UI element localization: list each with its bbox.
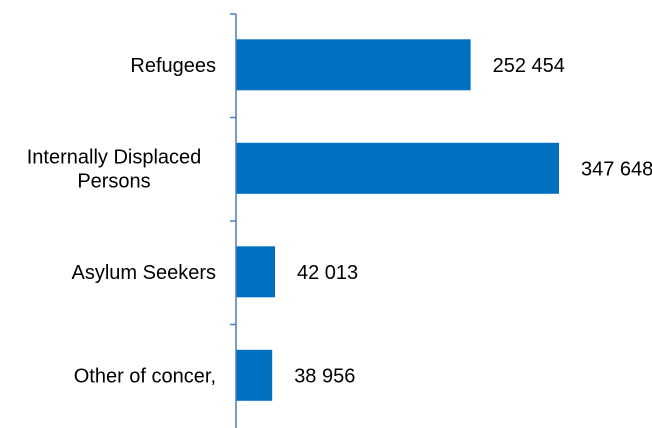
- bar-3: [236, 349, 273, 401]
- category-labels: Refugees Internally Displaced Persons Asylu…: [27, 55, 217, 387]
- bars-group: [236, 39, 559, 401]
- category-label-2: Asylum Seekers: [72, 262, 217, 284]
- value-label-2: 42 013: [297, 262, 358, 284]
- category-label-0: Refugees: [130, 55, 216, 77]
- category-axis: [230, 13, 237, 428]
- bar-0: [236, 39, 471, 91]
- bar-1: [236, 142, 559, 194]
- category-label-1: Internally Displaced Persons: [27, 146, 202, 192]
- value-labels: 252 454 347 648 42 013 38 956: [294, 55, 652, 387]
- value-label-0: 252 454: [493, 55, 565, 77]
- value-label-1: 347 648: [581, 158, 652, 180]
- category-label-3: Other of concer,: [74, 365, 216, 387]
- bar-2: [236, 246, 275, 298]
- value-label-3: 38 956: [294, 365, 355, 387]
